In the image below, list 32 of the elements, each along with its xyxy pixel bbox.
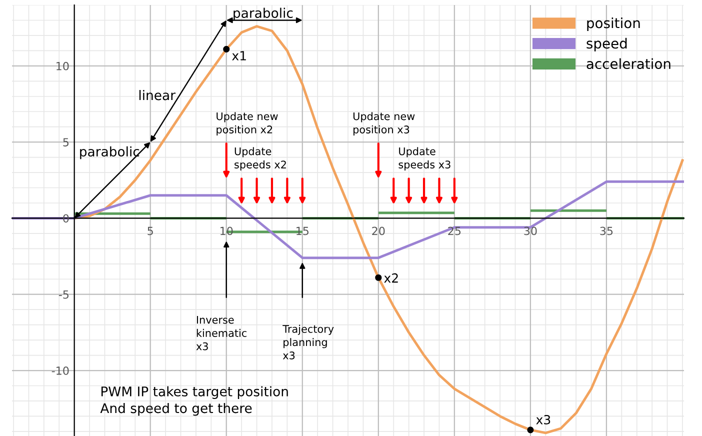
annotation: Update speeds x3 <box>398 147 450 170</box>
annotation: Inverse kinematic x3 <box>196 316 246 350</box>
annotation: PWM IP takes target position And speed to get there <box>100 386 288 416</box>
y-tick-label: 5 <box>63 138 69 146</box>
x-tick-label: 20 <box>372 226 385 236</box>
annotation: Trajectory planning x3 <box>282 324 334 360</box>
annotation: Update new position x3 <box>353 112 415 136</box>
x-tick-label: 35 <box>600 226 613 236</box>
y-tick-label: -5 <box>58 290 69 299</box>
y-tick-label: -10 <box>52 366 69 375</box>
line-series <box>12 180 684 260</box>
y-tick-label: 10 <box>56 62 69 70</box>
annotation: x2 <box>384 273 398 283</box>
x-tick-label: 15 <box>296 226 308 236</box>
legend-label: speed <box>586 38 627 52</box>
annotation: Update new position x2 <box>216 112 278 136</box>
x-tick-label: 10 <box>220 226 233 236</box>
annotation: x3 <box>536 414 550 424</box>
legend-label: acceleration <box>586 58 670 70</box>
point <box>375 274 382 281</box>
y-tick-label: 0 <box>63 214 69 223</box>
legend-label: position <box>587 18 640 31</box>
annotation: parabolic <box>80 146 140 160</box>
point <box>527 426 534 434</box>
x-tick-label: 30 <box>524 226 537 236</box>
annotation: linear <box>139 90 176 100</box>
x-tick-label: 5 <box>148 226 153 236</box>
x-tick-label: 25 <box>448 226 461 236</box>
annotation: parabolic <box>234 8 293 21</box>
annotation: x1 <box>232 51 246 60</box>
annotation: Update speeds x2 <box>234 147 286 170</box>
point <box>223 46 230 52</box>
